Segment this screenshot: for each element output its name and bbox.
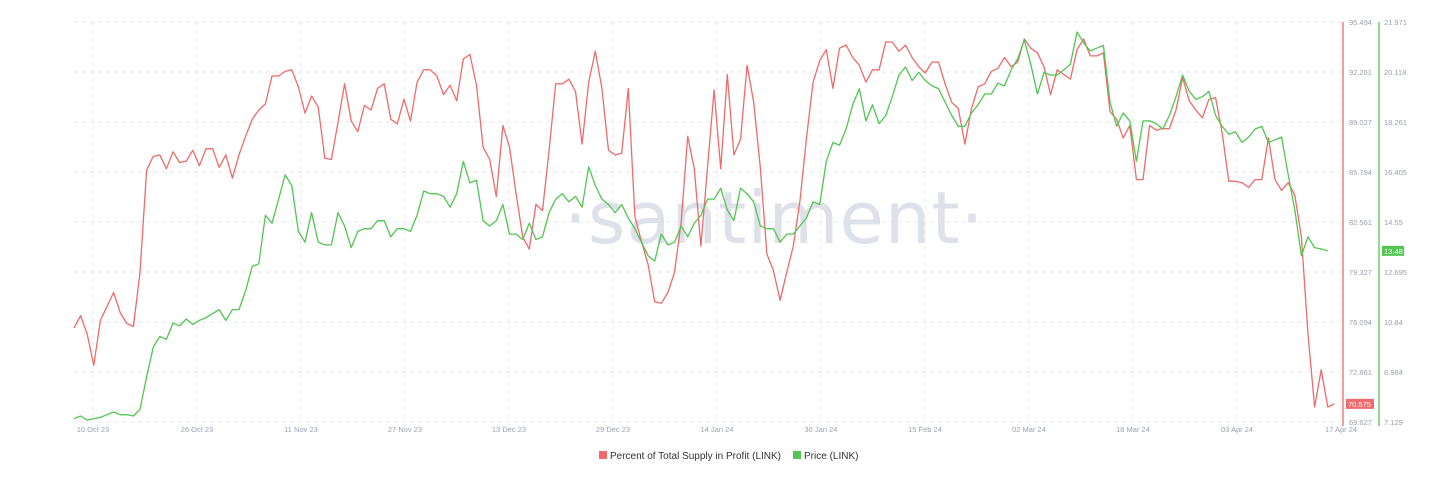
legend: Percent of Total Supply in Profit (LINK)… [599, 451, 858, 462]
x-tick-label: 30 Jan 24 [805, 425, 838, 434]
y-right-tick-label: 8.984 [1384, 368, 1403, 377]
y-left-tick-label: 82.561 [1349, 218, 1372, 227]
legend-label-supply[interactable]: Percent of Total Supply in Profit (LINK) [610, 451, 781, 462]
legend-label-price[interactable]: Price (LINK) [804, 451, 858, 462]
price-line [73, 31, 1328, 421]
x-tick-label: 18 Mar 24 [1116, 425, 1150, 434]
y-right-tick-label: 12.695 [1384, 268, 1407, 277]
supply-in-profit-line [73, 38, 1335, 408]
y-left-tick-label: 79.327 [1349, 268, 1372, 277]
y-right-tick-label: 20.118 [1384, 68, 1406, 77]
watermark: ·santiment· [564, 176, 985, 260]
y-right-tick-label: 14.55 [1384, 218, 1403, 227]
y-right-tick-label: 10.84 [1384, 318, 1403, 327]
y-left-tick-label: 89.027 [1349, 118, 1372, 127]
y-axis-right: 21.971 20.118 18.261 16.405 14.55 12.695 10.84… [1378, 18, 1407, 427]
legend-swatch-price [793, 451, 802, 459]
x-tick-label: 02 Mar 24 [1012, 425, 1046, 434]
y-right-tick-label: 16.405 [1384, 168, 1407, 177]
y-right-tick-label: 21.971 [1384, 18, 1407, 27]
y-left-tick-label: 72.861 [1349, 368, 1372, 377]
y-left-tick-label: 95.494 [1349, 18, 1372, 27]
x-tick-label: 11 Nov 23 [284, 425, 318, 434]
series [73, 31, 1335, 421]
x-tick-label: 13 Dec 23 [492, 425, 526, 434]
x-tick-label: 03 Apr 24 [1221, 425, 1253, 434]
x-tick-label: 17 Apr 24 [1325, 425, 1357, 434]
x-tick-label: 10 Oct 23 [77, 425, 110, 434]
price-last-value-label: 13.48 [1384, 247, 1403, 256]
x-tick-label: 29 Dec 23 [596, 425, 630, 434]
y-left-tick-label: 85.794 [1349, 168, 1372, 177]
y-axis-left: 95.494 92.261 89.027 85.794 82.561 79.327 76.0… [1342, 18, 1372, 427]
x-tick-label: 27 Nov 23 [388, 425, 422, 434]
x-tick-label: 14 Jan 24 [701, 425, 734, 434]
x-tick-label: 26 Oct 23 [181, 425, 214, 434]
x-tick-label: 15 Feb 24 [908, 425, 942, 434]
y-left-tick-label: 92.261 [1349, 68, 1372, 77]
price-last-value-badge [1382, 245, 1404, 256]
x-axis: 10 Oct 23 26 Oct 23 11 Nov 23 27 Nov 23 13 D… [77, 425, 1357, 434]
supply-last-value-label: 70.575 [1348, 400, 1371, 409]
y-left-tick-label: 69.627 [1349, 418, 1372, 427]
legend-swatch-supply [599, 451, 607, 459]
y-left-tick-label: 76.094 [1349, 318, 1372, 327]
grid [74, 21, 1342, 423]
y-right-tick-label: 18.261 [1384, 118, 1407, 127]
supply-last-value-badge [1346, 398, 1374, 409]
last-value-labels: 70.575 13.48 [1346, 245, 1404, 409]
y-right-tick-label: 7.129 [1384, 418, 1403, 427]
